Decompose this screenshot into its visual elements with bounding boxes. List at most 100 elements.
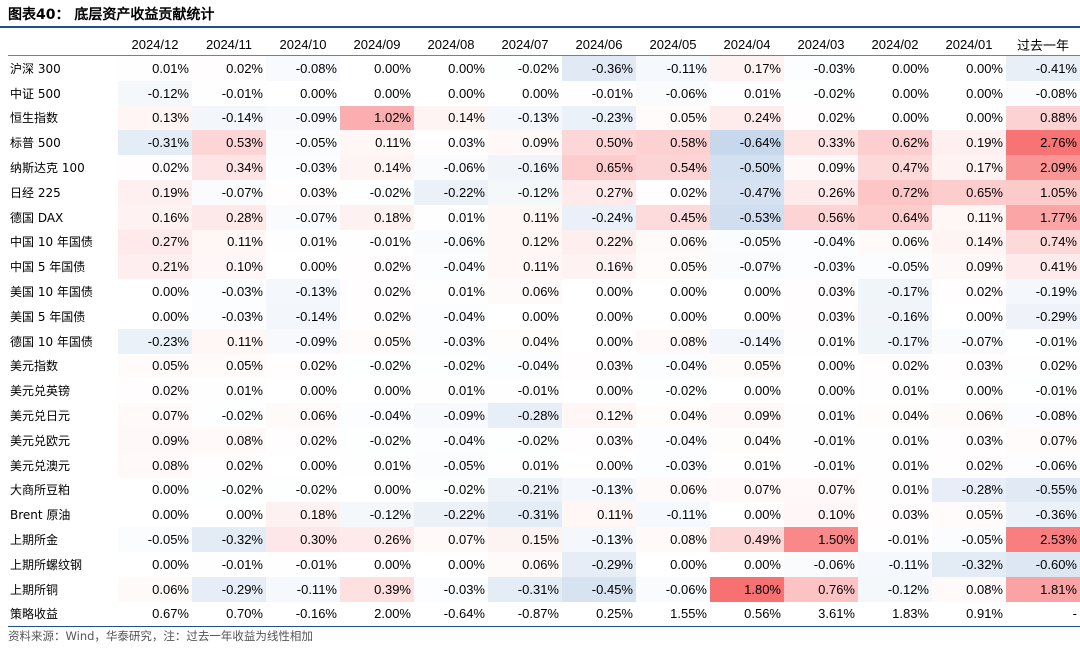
table-cell: 0.50%: [562, 130, 636, 156]
table-cell: 1.50%: [784, 527, 858, 552]
table-cell: 0.65%: [562, 155, 636, 180]
table-cell: 0.00%: [966, 60, 1003, 76]
table-cell: 0.03%: [414, 130, 488, 156]
table-cell: 0.01%: [858, 452, 932, 478]
table-cell: 0.02%: [1006, 353, 1080, 379]
table-cell: -0.01%: [562, 80, 636, 106]
column-header: 2024/05: [636, 33, 710, 56]
column-header: 2024/07: [488, 33, 562, 56]
table-cell: 0.01%: [414, 279, 488, 304]
table-cell: 0.67%: [118, 601, 192, 628]
table-cell: 0.03%: [266, 179, 340, 205]
table-cell: -0.01%: [1006, 328, 1080, 354]
table-cell: -0.03%: [636, 452, 710, 478]
table-cell: -0.01%: [488, 378, 562, 404]
table-cell: -0.29%: [192, 576, 266, 602]
table-cell: 0.15%: [488, 527, 562, 552]
table-cell: 0.00%: [152, 507, 189, 523]
table-cell: 0.07%: [1006, 427, 1080, 453]
table-cell: 0.00%: [374, 383, 411, 399]
table-cell: -0.03%: [784, 55, 858, 81]
column-header: 2024/03: [784, 33, 858, 56]
table-cell: -0.17%: [858, 279, 932, 304]
table-cell: -0.06%: [414, 229, 488, 255]
table-cell: -0.60%: [1006, 551, 1080, 577]
table-cell: 0.08%: [118, 452, 192, 478]
table-cell: -0.01%: [340, 229, 414, 255]
table-cell: 0.02%: [636, 179, 710, 205]
table-cell: 0.09%: [932, 254, 1006, 280]
table-cell: -0.28%: [488, 403, 562, 428]
table-cell: -0.04%: [488, 353, 562, 379]
table-cell: 0.00%: [596, 457, 633, 473]
table-cell: 0.65%: [932, 179, 1006, 205]
table-row: 上期所金 -0.05% -0.32% 0.30% 0.26% 0.07% 0.15% -0.1…: [8, 527, 1080, 552]
table-cell: -0.02%: [414, 353, 488, 379]
table-cell: 0.03%: [858, 502, 932, 528]
table-cell: 0.07%: [414, 527, 488, 552]
row-label: 德国 10 年国债: [10, 334, 93, 349]
table-row: 美国 10 年国债 0.00% -0.03% -0.13% 0.02% 0.01% 0.06…: [8, 279, 1080, 304]
table-cell: -0.06%: [1006, 452, 1080, 478]
table-cell: 0.14%: [340, 155, 414, 180]
table-cell: -0.13%: [266, 279, 340, 304]
row-label: 标普 500: [10, 136, 61, 151]
table-cell: 0.02%: [932, 452, 1006, 478]
table-cell: 0.00%: [966, 85, 1003, 101]
table-cell: -0.01%: [784, 427, 858, 453]
table-cell: 0.00%: [670, 308, 707, 324]
table-cell: 0.74%: [1006, 229, 1080, 255]
table-cell: -0.07%: [192, 179, 266, 205]
table-cell: 0.00%: [744, 284, 781, 300]
table-cell: 0.00%: [374, 556, 411, 572]
table-cell: 0.54%: [636, 155, 710, 180]
table-cell: -0.07%: [932, 328, 1006, 354]
table-cell: -0.31%: [488, 576, 562, 602]
row-label: 沪深 300: [10, 61, 61, 76]
table-row: Brent 原油 0.00% 0.00% 0.18% -0.12% -0.22% -0.31…: [8, 502, 1080, 528]
table-cell: 0.01%: [784, 403, 858, 428]
table-cell: -0.01%: [784, 452, 858, 478]
table-cell: -: [1006, 601, 1080, 628]
table-cell: 0.06%: [266, 403, 340, 428]
table-cell: 0.00%: [670, 556, 707, 572]
table-cell: -0.13%: [562, 477, 636, 503]
table-cell: 0.00%: [892, 110, 929, 126]
table-cell: 0.00%: [152, 284, 189, 300]
table-cell: 0.34%: [192, 155, 266, 180]
table-cell: 0.03%: [784, 279, 858, 304]
table-cell: -0.09%: [266, 105, 340, 131]
table-cell: 1.55%: [636, 601, 710, 628]
table-cell: 0.01%: [192, 378, 266, 404]
table-cell: 0.00%: [670, 284, 707, 300]
table-cell: 0.33%: [784, 130, 858, 156]
table-row: 标普 500 -0.31% 0.53% -0.05% 0.11% 0.03% 0.09% 0.…: [8, 130, 1080, 156]
table-cell: 0.01%: [858, 477, 932, 503]
table-cell: -0.23%: [562, 105, 636, 131]
table-cell: 0.04%: [488, 328, 562, 354]
return-contribution-table: 2024/12 2024/11 2024/10 2024/09 2024/08 2024/…: [8, 33, 1080, 628]
row-label: 上期所金: [10, 533, 59, 548]
table-cell: -0.04%: [340, 403, 414, 428]
table-cell: 0.11%: [340, 130, 414, 156]
table-cell: 0.09%: [710, 403, 784, 428]
table-cell: -0.16%: [266, 601, 340, 628]
table-cell: 0.00%: [596, 333, 633, 349]
table-cell: 0.53%: [192, 130, 266, 156]
row-label: 中证 500: [10, 86, 61, 101]
table-cell: 0.02%: [118, 378, 192, 404]
table-cell: 0.03%: [932, 353, 1006, 379]
table-cell: -0.02%: [414, 477, 488, 503]
table-cell: -0.05%: [414, 452, 488, 478]
table-cell: -0.06%: [636, 576, 710, 602]
table-cell: 0.12%: [488, 229, 562, 255]
table-cell: 0.76%: [784, 576, 858, 602]
table-cell: 2.76%: [1006, 130, 1080, 156]
table-cell: 0.06%: [636, 229, 710, 255]
row-label: 纳斯达克 100: [10, 161, 85, 176]
table-cell: 0.16%: [562, 254, 636, 280]
table-cell: 0.02%: [118, 155, 192, 180]
table-cell: 0.02%: [192, 55, 266, 81]
row-label: 美元兑欧元: [10, 433, 71, 448]
table-cell: -0.02%: [266, 477, 340, 503]
